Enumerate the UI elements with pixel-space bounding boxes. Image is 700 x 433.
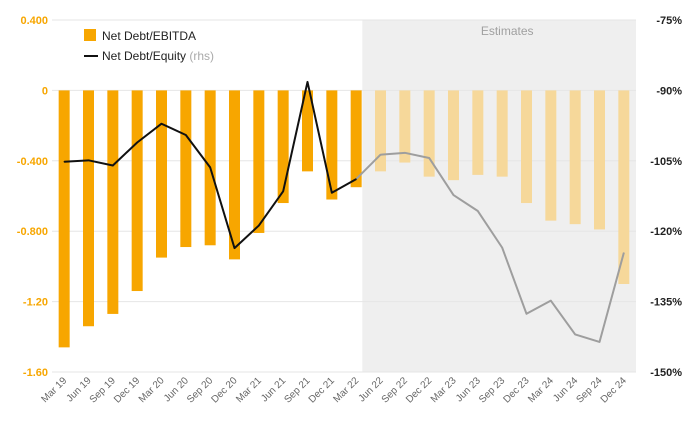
point-net-debt-equity-12 [355,178,357,180]
x-tick-10: Sep 21 [282,375,312,405]
y-right-tick-3: -120% [650,226,682,238]
y-right-tick-1: -90% [656,85,682,97]
legend-label-net-debt-equity: Net Debt/Equity [102,49,186,63]
bar-net-debt-ebitda-17 [472,90,484,175]
x-tick-4: Mar 20 [137,375,167,405]
y-right-tick-2: -105% [650,156,682,168]
point-net-debt-equity-19 [525,313,528,315]
bar-net-debt-ebitda-3 [131,90,143,292]
x-tick-2: Sep 19 [88,375,118,405]
point-net-debt-equity-18 [501,247,503,249]
x-tick-23: Dec 24 [599,375,629,405]
x-tick-22: Sep 24 [574,375,604,405]
point-net-debt-equity-16 [452,194,455,196]
y-left-tick-0: 0.400 [20,15,48,27]
bar-net-debt-ebitda-21 [569,90,581,225]
bar-net-debt-ebitda-0 [58,90,70,348]
x-tick-18: Sep 23 [477,375,507,405]
bar-net-debt-ebitda-14 [399,90,411,163]
line-net-debt-equity-estimate [355,151,625,343]
bar-net-debt-ebitda-11 [326,90,338,200]
bar-net-debt-ebitda-9 [277,90,289,204]
point-net-debt-equity-1 [87,159,90,161]
bar-net-debt-ebitda-7 [229,90,240,260]
point-net-debt-equity-0 [63,161,65,163]
legend-swatch-net-debt-ebitda [84,29,96,41]
x-tick-7: Dec 20 [209,375,239,405]
y-left-tick-1: 0 [42,85,48,97]
x-tick-11: Dec 21 [307,375,337,405]
point-net-debt-equity-9 [282,190,284,192]
y-right-tick-5: -150% [650,367,682,379]
point-net-debt-equity-6 [209,166,211,168]
bar-net-debt-ebitda-20 [545,90,557,221]
x-tick-16: Mar 23 [429,375,459,405]
point-net-debt-equity-21 [574,333,576,336]
y-left-tick-3: -0.800 [17,226,48,238]
point-net-debt-equity-3 [136,141,138,144]
point-net-debt-equity-13 [379,154,382,156]
point-net-debt-equity-10 [306,81,309,83]
y-left-tick-2: -0.400 [17,156,48,168]
point-net-debt-equity-7 [233,247,236,249]
x-tick-3: Dec 19 [112,375,142,405]
bar-net-debt-ebitda-13 [375,90,386,172]
bar-net-debt-ebitda-2 [107,90,119,314]
x-tick-20: Mar 24 [526,375,556,405]
y-right-tick-4: -135% [650,297,682,309]
point-net-debt-equity-20 [550,300,552,302]
bar-net-debt-ebitda-8 [253,90,265,233]
legend-label-rhs-suffix: (rhs) [189,49,214,63]
x-tick-19: Dec 23 [501,375,531,405]
point-net-debt-equity-15 [428,157,430,159]
point-net-debt-equity-11 [331,192,333,194]
bar-net-debt-ebitda-5 [180,90,192,248]
svg-text:Net Debt/Equity (rhs): Net Debt/Equity (rhs) [102,49,214,63]
x-tick-15: Dec 22 [404,375,434,405]
x-tick-14: Sep 22 [380,375,410,405]
bar-net-debt-ebitda-19 [521,90,532,204]
bar-net-debt-ebitda-15 [423,90,435,177]
point-net-debt-equity-4 [160,123,163,125]
bar-net-debt-ebitda-10 [302,90,313,172]
y-left-tick-5: -1.60 [23,367,48,379]
bar-net-debt-ebitda-4 [156,90,167,258]
point-net-debt-equity-17 [477,210,479,212]
point-net-debt-equity-23 [623,252,625,254]
x-tick-6: Sep 20 [185,375,215,405]
legend-label-net-debt-ebitda: Net Debt/EBITDA [102,29,196,43]
x-tick-12: Mar 22 [332,375,362,405]
y-left-tick-4: -1.20 [23,297,48,309]
estimates-region [362,20,636,372]
point-net-debt-equity-22 [598,341,601,343]
estimates-label: Estimates [481,24,534,38]
x-tick-0: Mar 19 [40,375,70,405]
bar-net-debt-ebitda-22 [594,90,605,230]
bar-net-debt-ebitda-18 [496,90,508,177]
bar-net-debt-ebitda-16 [448,90,459,181]
bar-net-debt-ebitda-23 [618,90,630,285]
bar-net-debt-ebitda-12 [350,90,362,188]
point-net-debt-equity-5 [185,134,187,136]
point-net-debt-equity-8 [258,224,260,227]
bar-net-debt-ebitda-1 [83,90,94,327]
point-net-debt-equity-2 [112,164,114,167]
legend: Net Debt/EBITDA Net Debt/Equity (rhs) [84,29,214,63]
point-net-debt-equity-14 [404,152,406,154]
y-right-tick-0: -75% [656,15,682,27]
x-tick-8: Mar 21 [234,375,264,405]
